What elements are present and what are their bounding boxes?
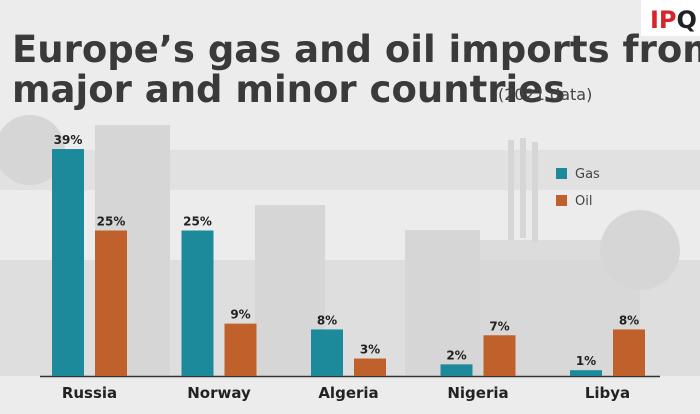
chart-title: Europe’s gas and oil imports from (12, 28, 700, 71)
x-tick-label: Russia (62, 384, 117, 402)
chart-title: major and minor countries (12, 68, 565, 111)
logo-part: Q (677, 6, 697, 34)
value-label: 1% (576, 354, 596, 368)
value-label: 3% (360, 343, 380, 357)
x-tick-label: Nigeria (447, 384, 508, 402)
bar (224, 323, 257, 376)
legend-label: Oil (575, 194, 592, 209)
chart-subtitle: (2021 data) (498, 85, 592, 104)
bar (52, 149, 84, 376)
value-label: 39% (54, 133, 83, 147)
value-label: 8% (619, 313, 639, 327)
x-tick-label: Norway (187, 384, 251, 402)
x-tick-label: Algeria (318, 384, 378, 402)
industrial-silhouette (0, 115, 700, 376)
bar (95, 230, 127, 376)
bar (440, 364, 473, 376)
legend-swatch (556, 168, 567, 179)
value-label: 9% (230, 308, 250, 322)
x-tick-label: Libya (585, 384, 630, 402)
value-label: 7% (489, 319, 509, 333)
bar (311, 329, 343, 376)
logo-part: IP (650, 6, 677, 34)
bar (483, 335, 516, 376)
value-label: 2% (446, 348, 466, 362)
legend-label: Gas (575, 167, 600, 182)
bar (181, 230, 214, 376)
logo: IPQ (650, 6, 697, 34)
value-label: 8% (317, 313, 337, 327)
bar (354, 358, 386, 376)
value-label: 25% (97, 215, 126, 229)
logo-box (641, 0, 700, 36)
value-label: 25% (183, 215, 212, 229)
bar (613, 329, 645, 376)
bar (570, 370, 602, 376)
legend-swatch (556, 195, 567, 206)
